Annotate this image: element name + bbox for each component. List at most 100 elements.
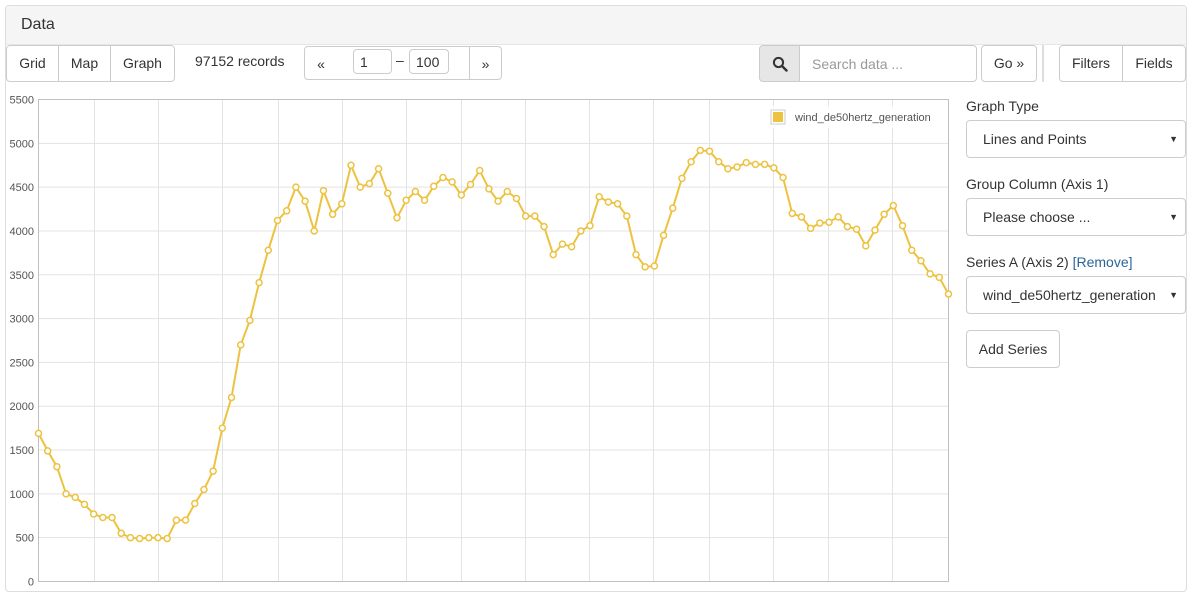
graph-type-label: Graph Type: [966, 98, 1039, 114]
data-point: [135, 534, 144, 543]
data-point: [466, 180, 475, 189]
map-view-button[interactable]: Map: [58, 45, 111, 82]
y-tick-label: 4500: [10, 182, 34, 194]
data-point: [411, 187, 420, 196]
data-point: [430, 182, 438, 191]
data-point: [742, 158, 751, 167]
data-point: [163, 534, 171, 543]
search-input[interactable]: [799, 45, 977, 82]
panel-heading: Data: [6, 6, 1186, 45]
y-tick-label: 3500: [10, 270, 34, 282]
series-a-value: wind_de50hertz_generation: [983, 287, 1156, 303]
pager-dash: –: [396, 52, 404, 68]
panel-title: Data: [21, 16, 55, 33]
data-point: [282, 207, 291, 215]
data-point: [126, 533, 135, 542]
data-point: [724, 164, 732, 173]
grid-view-button[interactable]: Grid: [6, 45, 59, 82]
line-chart: 0 500 1000 1500 2000 2500 3000 3500 4000 4500 5000…: [10, 95, 953, 589]
y-tick-label: 2000: [10, 401, 34, 413]
group-column-label: Group Column (Axis 1): [966, 176, 1109, 192]
legend-background: [767, 106, 946, 128]
data-point: [89, 510, 98, 518]
fields-button[interactable]: Fields: [1122, 45, 1186, 82]
y-tick-label: 5500: [10, 95, 34, 107]
data-point: [99, 513, 107, 522]
y-tick-label: 5000: [10, 138, 34, 150]
data-point: [558, 240, 567, 248]
y-tick-label: 1000: [10, 489, 34, 501]
data-point: [365, 179, 374, 188]
data-point: [641, 263, 649, 271]
series-a-label-row: Series A (Axis 2) [Remove]: [966, 254, 1133, 270]
data-point: [917, 257, 925, 265]
legend-label: wind_de50hertz_generation: [794, 112, 931, 124]
data-point: [310, 227, 319, 235]
search-icon: [772, 56, 788, 72]
pager-prev-button[interactable]: «: [304, 46, 338, 80]
go-button[interactable]: Go »: [981, 45, 1037, 82]
data-point: [457, 191, 466, 199]
legend: wind_de50hertz_generation: [767, 106, 946, 128]
y-tick-label: 500: [16, 533, 34, 545]
data-point: [374, 164, 383, 173]
plot-area: [38, 99, 949, 582]
data-point: [871, 226, 879, 234]
data-point: [623, 212, 631, 220]
data-point: [503, 187, 512, 196]
pager-next-button[interactable]: »: [469, 46, 502, 80]
data-point: [301, 197, 309, 205]
data-point: [246, 316, 254, 325]
data-point: [236, 341, 245, 349]
data-point: [898, 221, 907, 230]
data-point: [567, 242, 576, 251]
data-point: [816, 219, 824, 227]
series-a-label: Series A (Axis 2): [966, 254, 1069, 270]
data-point: [806, 224, 815, 233]
record-count: 97152 records: [195, 53, 285, 69]
pager-from-input[interactable]: [353, 49, 392, 74]
data-point: [577, 227, 585, 235]
chart-grid: [38, 99, 949, 582]
data-point: [209, 467, 217, 475]
data-point: [62, 490, 70, 498]
data-point: [264, 246, 273, 254]
data-point: [678, 174, 686, 183]
data-point: [668, 204, 677, 212]
data-point: [485, 185, 493, 193]
data-point: [659, 231, 668, 240]
add-series-button[interactable]: Add Series: [966, 330, 1060, 368]
data-point: [34, 429, 43, 438]
data-point: [714, 157, 723, 166]
data-point: [521, 212, 530, 220]
data-point: [494, 197, 502, 205]
data-point: [71, 493, 80, 502]
data-point: [797, 213, 806, 221]
chevron-down-icon: ▼: [1169, 290, 1178, 300]
data-point: [531, 212, 539, 220]
group-column-select[interactable]: Please choose ... ▼: [966, 198, 1186, 236]
data-point: [834, 213, 842, 221]
legend-swatch: [773, 112, 783, 122]
filters-button[interactable]: Filters: [1059, 45, 1123, 82]
data-point: [650, 262, 659, 270]
data-point: [218, 424, 227, 432]
y-axis: 0 500 1000 1500 2000 2500 3000 3500 4000 4500 5000…: [10, 95, 34, 589]
data-point: [117, 529, 125, 538]
data-point: [632, 250, 640, 259]
data-point: [227, 393, 236, 402]
graph-view-button[interactable]: Graph: [110, 45, 175, 82]
data-point: [862, 242, 870, 250]
data-point: [181, 516, 190, 524]
series-a-select[interactable]: wind_de50hertz_generation ▼: [966, 276, 1186, 314]
data-point: [880, 210, 888, 219]
graph-type-select[interactable]: Lines and Points ▼: [966, 120, 1186, 158]
group-column-value: Please choose ...: [983, 209, 1091, 225]
data-point: [595, 193, 603, 201]
chevron-down-icon: ▼: [1169, 134, 1178, 144]
y-tick-label: 1500: [10, 445, 34, 457]
pager-to-input[interactable]: [409, 49, 449, 74]
search-button[interactable]: [759, 45, 800, 82]
data-point: [273, 216, 282, 225]
remove-series-link[interactable]: [Remove]: [1072, 254, 1133, 270]
